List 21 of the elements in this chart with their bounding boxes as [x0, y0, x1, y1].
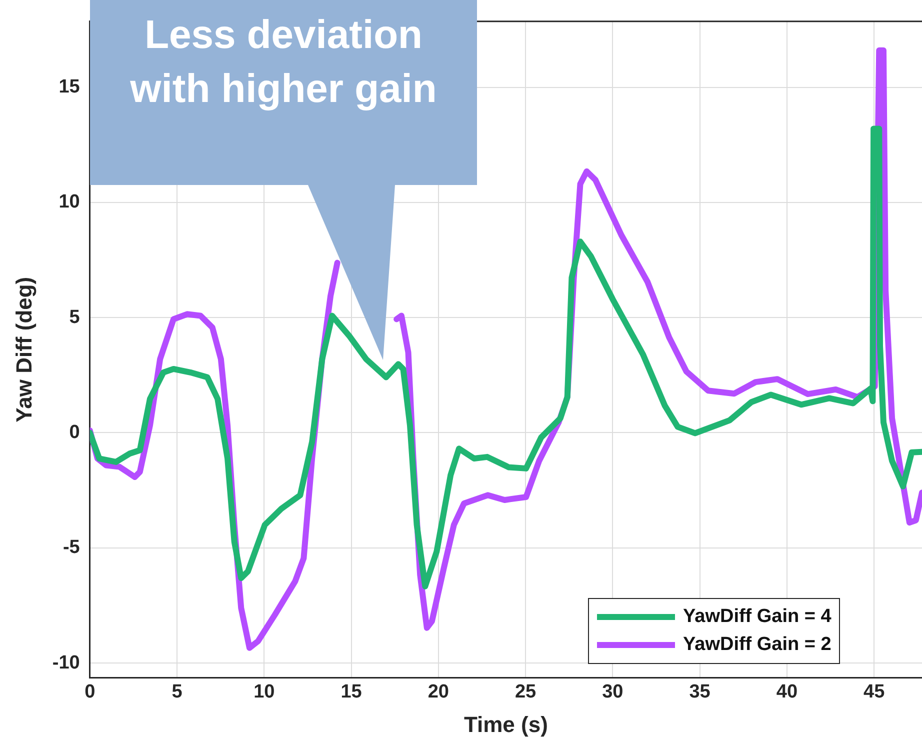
x-tick-label: 25: [514, 681, 537, 702]
y-tick-label: 10: [58, 192, 80, 213]
x-tick-label: 0: [84, 681, 96, 702]
x-tick-label: 5: [172, 681, 183, 702]
x-tick-label: 10: [254, 681, 275, 702]
y-tick-label: -5: [62, 537, 80, 558]
x-tick-label: 15: [340, 681, 362, 702]
x-tick-label: 45: [864, 681, 886, 702]
y-tick-label: -10: [52, 652, 80, 674]
y-tick-label: 5: [69, 306, 80, 328]
x-axis-title: Time (s): [464, 712, 548, 737]
y-tick-label: 15: [58, 76, 80, 98]
legend-label: YawDiff Gain = 4: [683, 606, 832, 628]
x-tick-label: 35: [689, 681, 711, 702]
legend-label: YawDiff Gain = 2: [683, 634, 832, 656]
y-axis-title: Yaw Diff (deg): [11, 276, 36, 422]
annotation: Less deviation with higher gain: [130, 12, 437, 113]
x-tick-label: 40: [776, 681, 798, 702]
x-tick-label: 30: [602, 681, 624, 702]
x-tick-label: 20: [428, 681, 449, 702]
y-tick-label: 0: [69, 422, 80, 443]
